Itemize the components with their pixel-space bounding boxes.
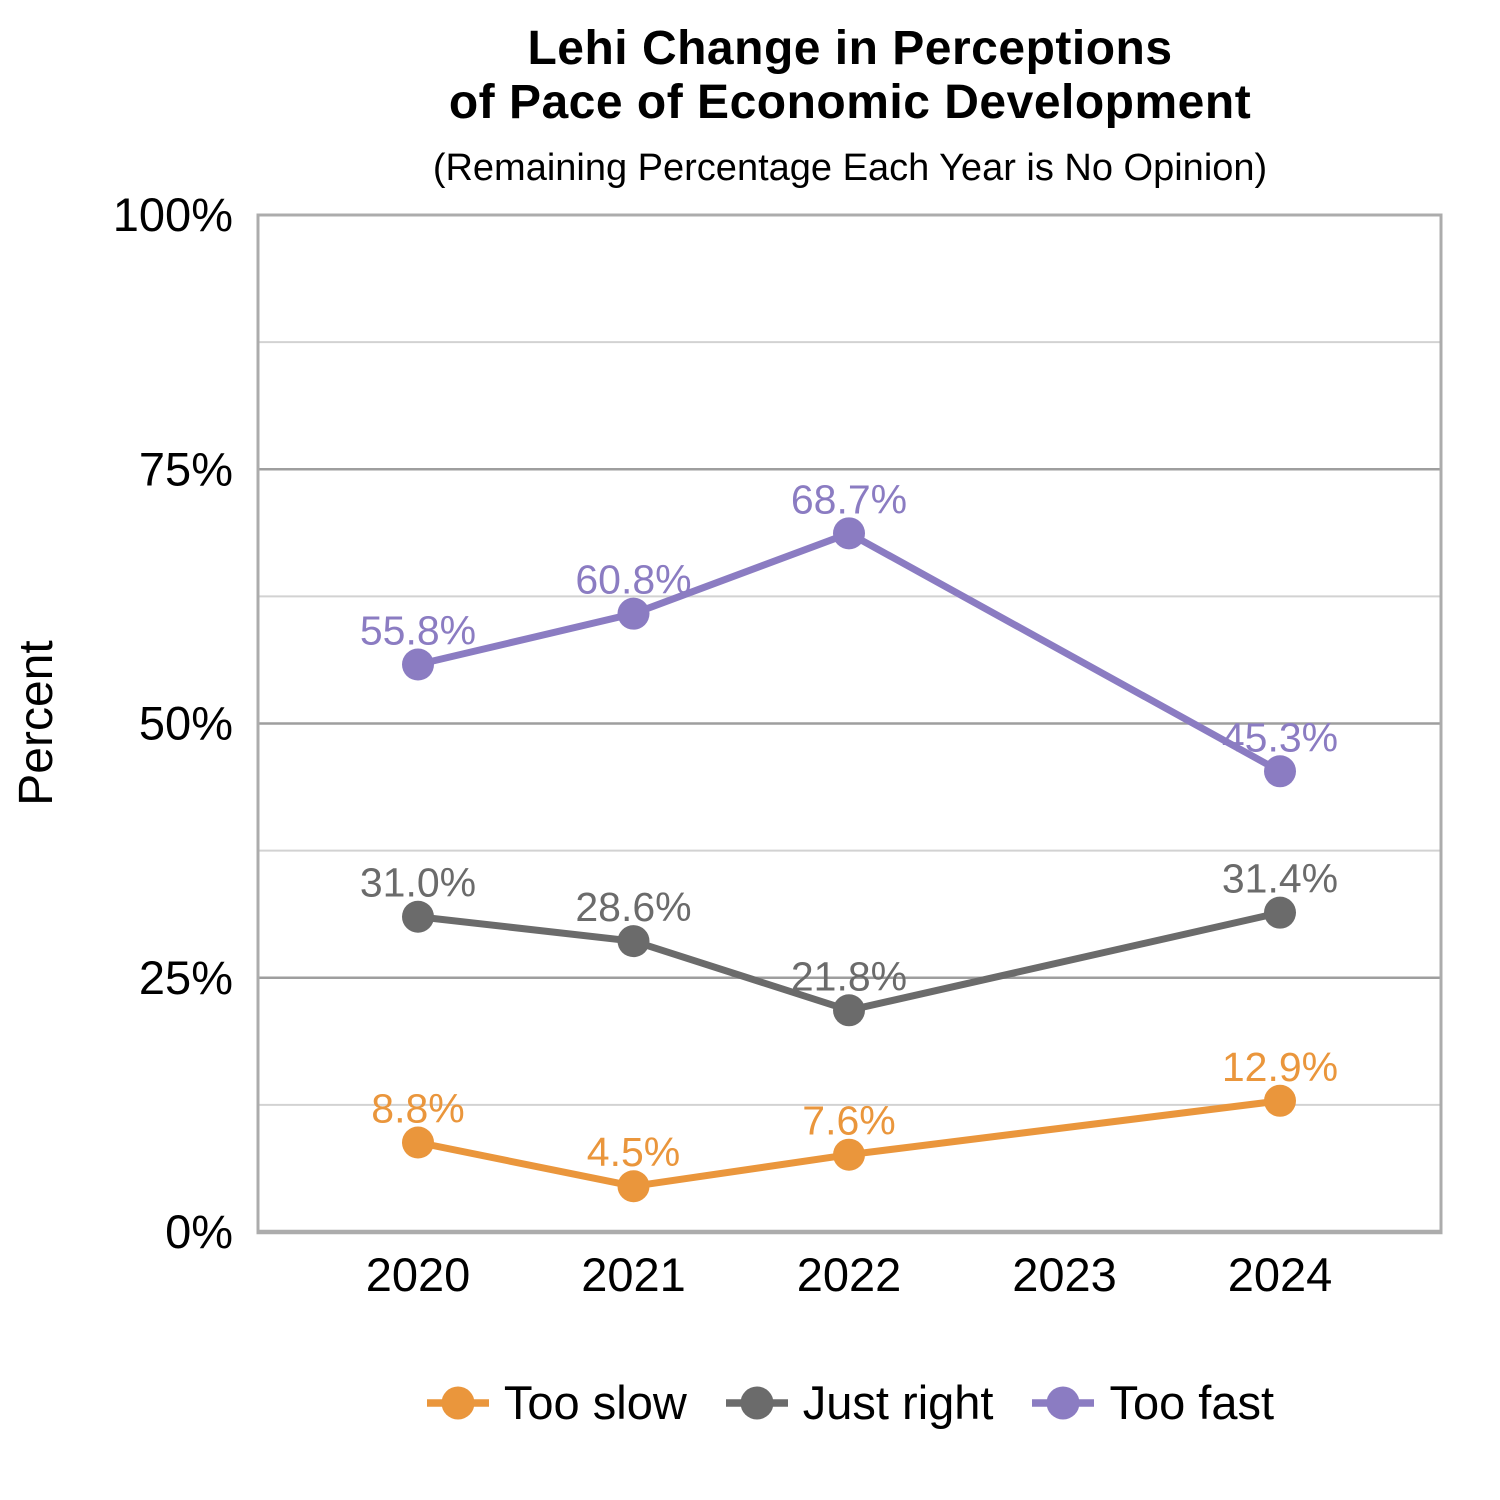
legend-label: Too slow	[503, 1376, 687, 1429]
data-label-too-slow: 12.9%	[1222, 1044, 1338, 1090]
x-tick-label: 2024	[1228, 1248, 1333, 1301]
data-label-too-slow: 4.5%	[587, 1129, 680, 1175]
legend-label: Too fast	[1109, 1376, 1275, 1429]
y-tick-label: 0%	[165, 1205, 233, 1258]
legend-label: Just right	[802, 1376, 994, 1429]
data-label-too-fast: 60.8%	[575, 557, 691, 603]
y-tick-label: 75%	[139, 442, 233, 495]
data-point-too-slow	[833, 1138, 865, 1171]
series-line-too-fast	[417, 529, 1282, 775]
legend-item-just-right: Just right	[725, 1375, 994, 1430]
legend-marker-icon	[725, 1386, 788, 1419]
chart-header: Lehi Change in Perceptions of Pace of Ec…	[259, 22, 1441, 190]
y-tick-label: 100%	[113, 188, 233, 241]
legend-item-too-slow: Too slow	[426, 1375, 687, 1430]
y-axis-title: Percent	[10, 640, 63, 805]
data-point-just-right	[1264, 896, 1296, 929]
legend-item-too-fast: Too fast	[1031, 1375, 1274, 1430]
data-point-too-fast	[402, 648, 434, 681]
data-point-just-right	[617, 925, 650, 958]
x-tick-label: 2022	[797, 1248, 902, 1301]
data-point-just-right	[402, 900, 434, 933]
chart-title-line-2: of Pace of Economic Development	[448, 76, 1252, 129]
legend-marker-icon	[426, 1386, 489, 1419]
data-point-too-slow	[617, 1170, 650, 1203]
x-tick-label: 2021	[581, 1248, 686, 1301]
x-tick-label: 2023	[1012, 1248, 1117, 1301]
series-line-just-right	[417, 909, 1281, 1014]
data-label-too-fast: 45.3%	[1222, 714, 1338, 760]
chart-legend: Too slow Just right Too fast	[259, 1375, 1441, 1430]
data-point-too-slow	[1264, 1084, 1296, 1117]
axis-tick-label-layer: 0% 25% 50% 75% 100% 2020 2021 2022 2023 2024	[113, 188, 1333, 1301]
data-label-layer: 8.8% 4.5% 7.6% 12.9% 31.0% 28.6% 21.8% 31.4% 55.…	[360, 476, 1338, 1175]
data-label-just-right: 31.4%	[1222, 856, 1338, 902]
chart-title-line-1: Lehi Change in Perceptions	[527, 22, 1173, 75]
data-point-too-slow	[402, 1126, 434, 1159]
legend-marker-dot	[740, 1386, 774, 1419]
data-label-too-fast: 55.8%	[360, 608, 476, 654]
legend-marker-dot	[1046, 1386, 1080, 1419]
data-label-just-right: 21.8%	[791, 953, 907, 999]
data-label-too-slow: 8.8%	[371, 1086, 464, 1132]
data-point-just-right	[833, 994, 865, 1027]
data-label-just-right: 28.6%	[575, 884, 691, 930]
chart-subtitle: (Remaining Percentage Each Year is No Op…	[432, 147, 1268, 189]
series-line-too-slow	[417, 1097, 1281, 1190]
data-series-layer	[402, 517, 1296, 1203]
data-label-too-fast: 68.7%	[791, 476, 907, 522]
data-point-too-fast	[1264, 755, 1296, 788]
x-tick-label: 2020	[366, 1248, 471, 1301]
y-tick-label: 50%	[139, 697, 233, 750]
panel-frame-layer	[256, 213, 1443, 1235]
legend-marker-icon	[1032, 1386, 1095, 1419]
y-tick-label: 25%	[139, 951, 233, 1004]
data-label-just-right: 31.0%	[360, 860, 476, 906]
legend-marker-dot	[441, 1386, 475, 1419]
data-point-too-fast	[617, 597, 650, 630]
data-label-too-slow: 7.6%	[802, 1098, 895, 1144]
data-point-too-fast	[833, 517, 865, 550]
